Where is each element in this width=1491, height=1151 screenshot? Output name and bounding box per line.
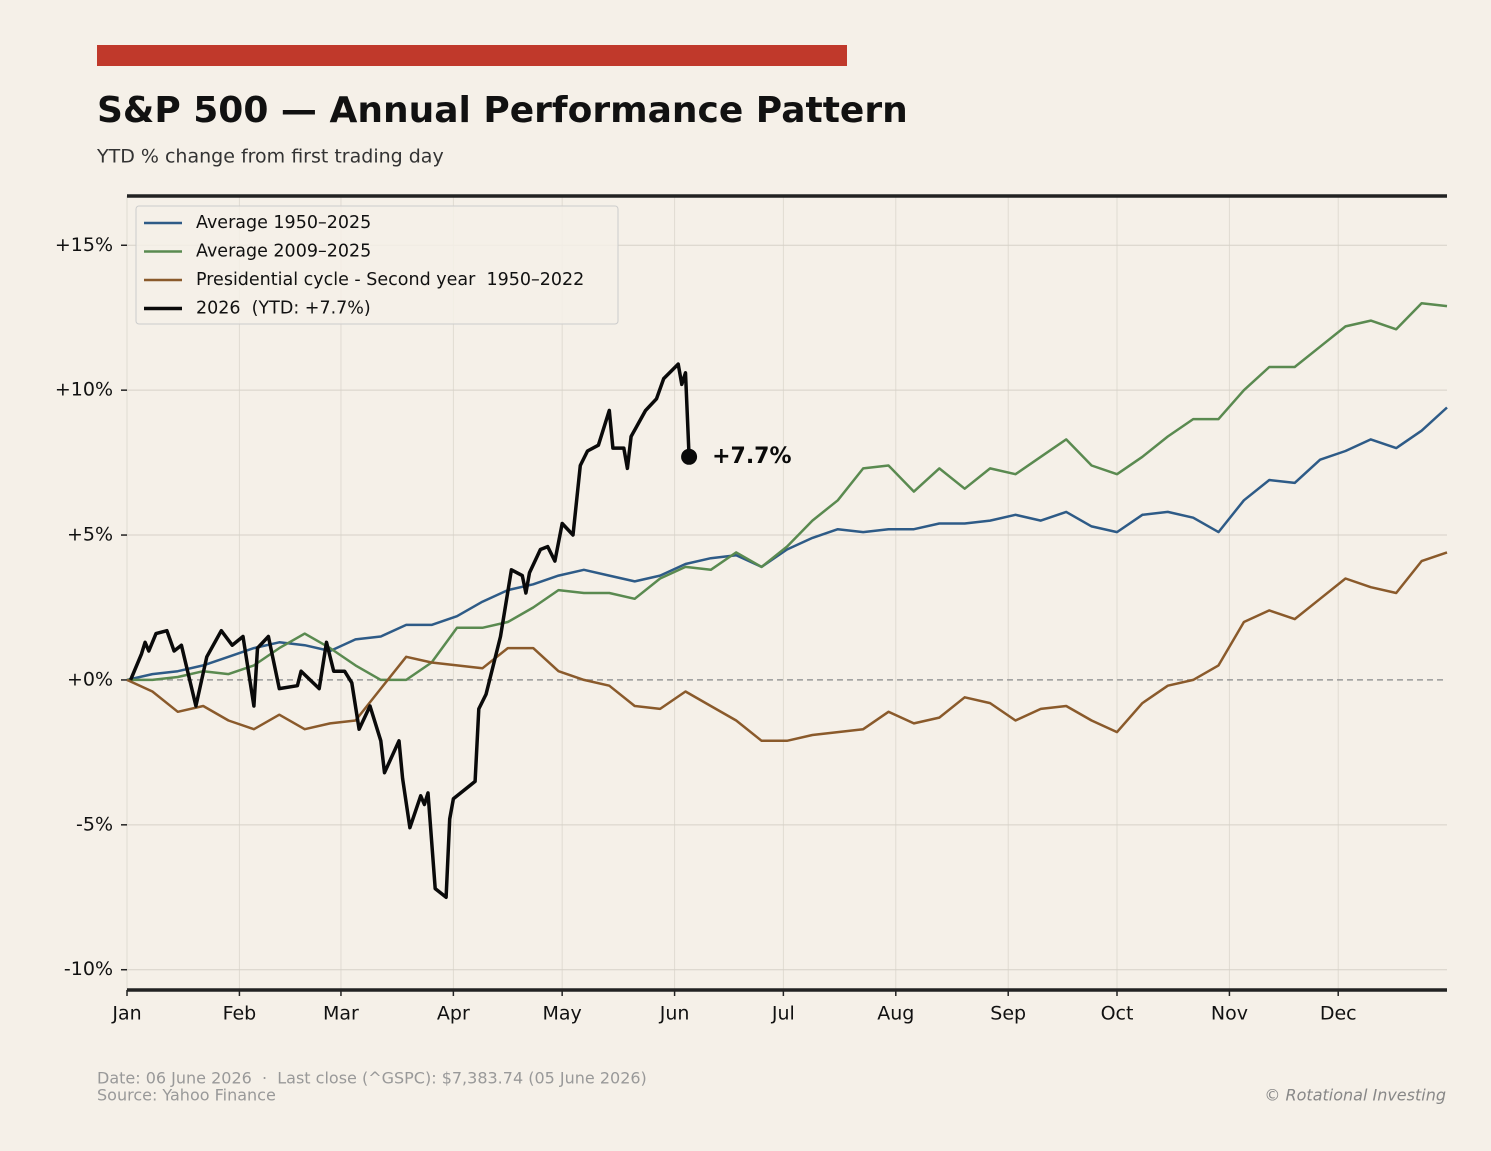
x-tick-label: Oct (1101, 1003, 1134, 1025)
x-tick-label: Apr (437, 1003, 470, 1025)
y-tick-label: +15% (55, 234, 113, 256)
x-tick-label: Aug (877, 1003, 914, 1025)
x-tick-label: Feb (223, 1003, 257, 1025)
legend-label: Average 1950–2025 (196, 213, 371, 233)
y-tick-label: -5% (76, 813, 113, 835)
x-tick-label: Jul (771, 1003, 795, 1025)
chart-subtitle: YTD % change from first trading day (96, 146, 444, 168)
x-tick-label: Jun (659, 1003, 690, 1025)
x-tick-label: Nov (1211, 1003, 1248, 1025)
footer-credit: © Rotational Investing (1264, 1086, 1446, 1105)
x-tick-label: Mar (323, 1003, 359, 1025)
series-line (126, 551, 1448, 743)
footer-source: Source: Yahoo Finance (97, 1086, 276, 1105)
series-line (128, 362, 691, 900)
series-line (126, 406, 1448, 682)
plot-area: Jan Feb Mar Apr May Jun Jul Aug Sep Oct Nov Dec -10%… (55, 194, 1448, 1025)
x-tick-label: Sep (990, 1003, 1026, 1025)
legend-box (135, 205, 619, 325)
accent-bar (97, 45, 847, 66)
y-tick-label: -10% (64, 958, 113, 980)
legend-label: 2026 (YTD: +7.7%) (196, 299, 371, 319)
y-tick-label: +5% (67, 524, 113, 546)
x-tick-label: May (543, 1003, 582, 1025)
footer-date: Date: 06 June 2026 · Last close (^GSPC):… (97, 1069, 647, 1088)
y-tick-label: +0% (67, 668, 113, 690)
y-tick-label: +10% (55, 379, 113, 401)
chart-title: S&P 500 — Annual Performance Pattern (97, 90, 908, 131)
legend-label: Presidential cycle - Second year 1950–20… (196, 270, 584, 290)
legend-label: Average 2009–2025 (196, 242, 371, 262)
x-tick-label: Dec (1320, 1003, 1357, 1025)
x-tick-label: Jan (111, 1003, 141, 1025)
end-annotation: +7.7% (712, 444, 791, 469)
end-point (681, 448, 698, 465)
series-line (127, 301, 1448, 682)
